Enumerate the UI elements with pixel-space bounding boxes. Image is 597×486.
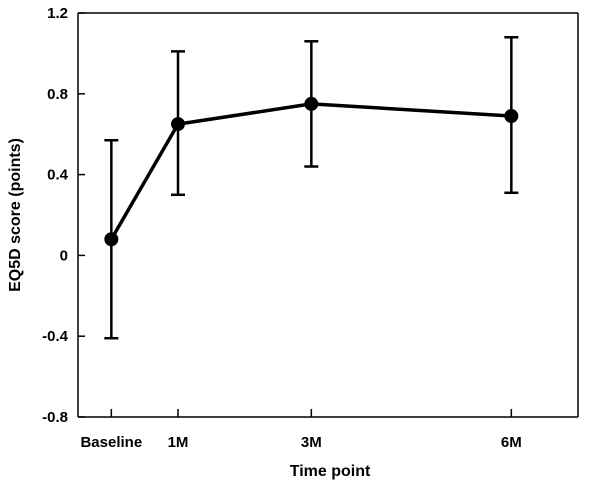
y-axis-title: EQ5D score (points) xyxy=(7,138,24,292)
plot-frame xyxy=(77,12,579,418)
y-tick-label: -0.4 xyxy=(42,328,69,345)
data-point xyxy=(104,232,119,247)
y-tick-label: 1.2 xyxy=(47,5,68,22)
y-tick-label: 0.4 xyxy=(47,167,69,184)
data-point xyxy=(304,96,319,111)
y-ticks: -0.8 -0.4 0 0.4 0.8 1.2 xyxy=(42,5,85,426)
y-tick-label: 0 xyxy=(60,247,68,264)
data-point xyxy=(171,117,185,132)
x-tick-label: Baseline xyxy=(80,434,142,451)
x-tick-label: 6M xyxy=(501,434,522,451)
series-layer xyxy=(104,35,519,340)
x-ticks: Baseline 1M 3M 6M xyxy=(80,409,522,451)
x-tick-label: 1M xyxy=(168,434,189,451)
y-tick-label: -0.8 xyxy=(42,409,68,426)
y-tick-label: 0.8 xyxy=(47,86,68,103)
x-tick-label: 3M xyxy=(301,434,322,451)
x-axis-title: Time point xyxy=(290,463,371,480)
series-line xyxy=(109,102,512,241)
data-point xyxy=(504,109,519,124)
